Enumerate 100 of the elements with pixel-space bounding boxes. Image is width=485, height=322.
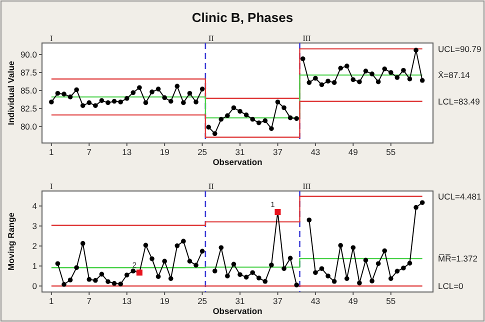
point	[74, 87, 79, 92]
y-tick-label: 90.0	[20, 49, 38, 60]
point	[388, 70, 394, 75]
y-axis-title: Individual Value	[6, 60, 16, 126]
point	[218, 245, 224, 250]
y-tick-label: 2	[32, 240, 38, 251]
y-tick-label: 4	[32, 200, 38, 211]
point	[99, 98, 104, 103]
point	[250, 116, 255, 122]
point	[313, 76, 318, 81]
point	[282, 266, 286, 271]
point	[256, 276, 262, 280]
point	[313, 270, 318, 275]
point	[156, 86, 161, 92]
y-tick-label: 1	[32, 260, 38, 271]
point	[382, 248, 387, 254]
series-label: X̄=87.14	[438, 70, 470, 80]
x-tick-label: 49	[348, 147, 358, 157]
point	[168, 276, 174, 281]
point	[212, 268, 218, 274]
x-tick-label: 25	[198, 296, 208, 306]
point	[130, 268, 136, 274]
point	[194, 100, 198, 104]
point	[93, 103, 98, 108]
ref-line-label: II	[208, 34, 214, 43]
x-tick-label: 1	[49, 296, 54, 306]
ref-line-label: III	[302, 182, 312, 191]
point	[288, 256, 293, 261]
point	[269, 126, 274, 132]
x-tick-label: 13	[122, 296, 132, 306]
point	[306, 80, 312, 85]
point	[420, 78, 425, 83]
x-tick-label: 7	[86, 296, 92, 306]
point	[414, 48, 418, 53]
point	[376, 79, 381, 84]
point	[68, 278, 73, 282]
point	[344, 64, 350, 68]
point	[137, 85, 142, 90]
point	[200, 86, 205, 92]
x-tick-label: 43	[310, 296, 320, 306]
chart-title: Clinic B, Phases	[192, 10, 294, 25]
x-tick-label: 37	[272, 147, 283, 157]
point	[150, 256, 154, 262]
point	[238, 108, 242, 114]
point	[112, 281, 117, 286]
x-tick-label: 55	[386, 296, 396, 306]
x-tick-label: 49	[348, 296, 358, 306]
point	[420, 200, 425, 205]
point	[363, 258, 368, 263]
point	[414, 205, 418, 210]
point	[86, 100, 92, 106]
point	[225, 274, 230, 278]
x-tick-label: 25	[198, 147, 208, 157]
point	[93, 278, 98, 283]
x-tick-label: 31	[235, 147, 246, 157]
point	[225, 113, 230, 118]
point	[62, 282, 66, 287]
point	[106, 279, 110, 284]
point	[363, 68, 368, 74]
x-axis-title: Observation	[212, 306, 262, 316]
y-tick-label: 82.5	[20, 103, 38, 114]
point	[388, 276, 394, 281]
x-tick-label: 31	[235, 296, 246, 306]
x-tick-label: 7	[86, 147, 92, 157]
y-tick-label: 80.0	[20, 121, 38, 132]
point	[231, 262, 236, 267]
point	[156, 274, 161, 279]
point	[256, 120, 262, 126]
point	[326, 78, 330, 84]
point	[62, 92, 66, 96]
point	[269, 262, 274, 268]
x-axis-title: Observation	[212, 157, 262, 167]
x-tick-label: 19	[160, 296, 170, 306]
point	[282, 105, 286, 110]
point	[332, 80, 337, 85]
point	[80, 241, 86, 246]
point	[55, 90, 60, 96]
point	[394, 268, 400, 274]
point	[181, 238, 186, 244]
point	[130, 90, 136, 96]
series-label: UCL=90.79	[438, 44, 482, 54]
point	[382, 66, 387, 72]
point	[319, 266, 324, 271]
point	[174, 84, 180, 89]
point	[350, 77, 356, 82]
point	[407, 76, 412, 82]
point	[143, 100, 148, 106]
point	[231, 105, 236, 110]
point	[294, 282, 299, 288]
y-tick-label: 87.5	[20, 67, 38, 78]
annotation: I	[50, 182, 53, 191]
series-label: LCL=83.49	[438, 96, 480, 106]
point	[262, 279, 268, 284]
point	[376, 261, 381, 266]
point	[106, 100, 110, 106]
point	[244, 274, 249, 280]
point	[370, 278, 374, 284]
x-tick-label: 55	[386, 147, 396, 157]
point	[124, 272, 130, 278]
point	[80, 103, 86, 108]
